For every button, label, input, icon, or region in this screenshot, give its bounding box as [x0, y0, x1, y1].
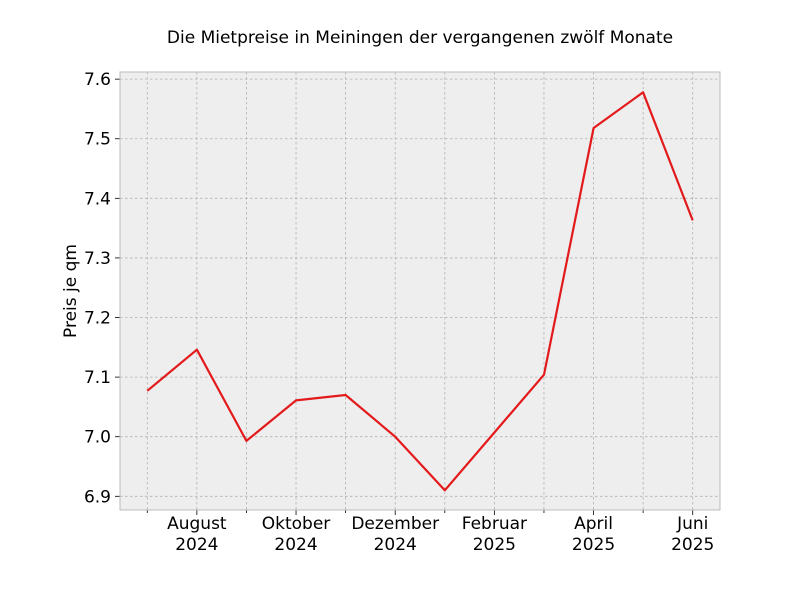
- y-tick-label: 7.0: [84, 428, 111, 448]
- plot-background: [120, 72, 720, 510]
- x-tick-label: August 2024: [167, 514, 227, 555]
- x-tick-label: Dezember 2024: [351, 514, 439, 555]
- x-tick-label: Februar 2025: [462, 514, 527, 555]
- plot-frame: [119, 71, 721, 511]
- y-tick-label: 7.3: [84, 249, 111, 269]
- series-line: [146, 91, 694, 492]
- x-tick-label: Oktober 2024: [262, 514, 331, 555]
- chart-title: Die Mietpreise in Meiningen der vergange…: [167, 28, 673, 48]
- plot-area: 6.9 7.0 7.1 7.2 7.3 7.4 7.5 7.6 August 2024 Oktobe…: [84, 70, 721, 555]
- x-tick-label: April 2025: [572, 514, 615, 555]
- y-tick-label: 7.1: [84, 368, 111, 388]
- x-tick-label: Juni 2025: [671, 514, 714, 555]
- y-tick-label: 7.5: [84, 130, 111, 150]
- y-tick-label: 7.4: [84, 189, 111, 209]
- y-tick-label: 7.2: [84, 309, 111, 329]
- y-tick-label: 6.9: [84, 487, 111, 507]
- y-axis-label: Preis je qm: [61, 244, 81, 338]
- y-tick-label: 7.6: [84, 70, 111, 90]
